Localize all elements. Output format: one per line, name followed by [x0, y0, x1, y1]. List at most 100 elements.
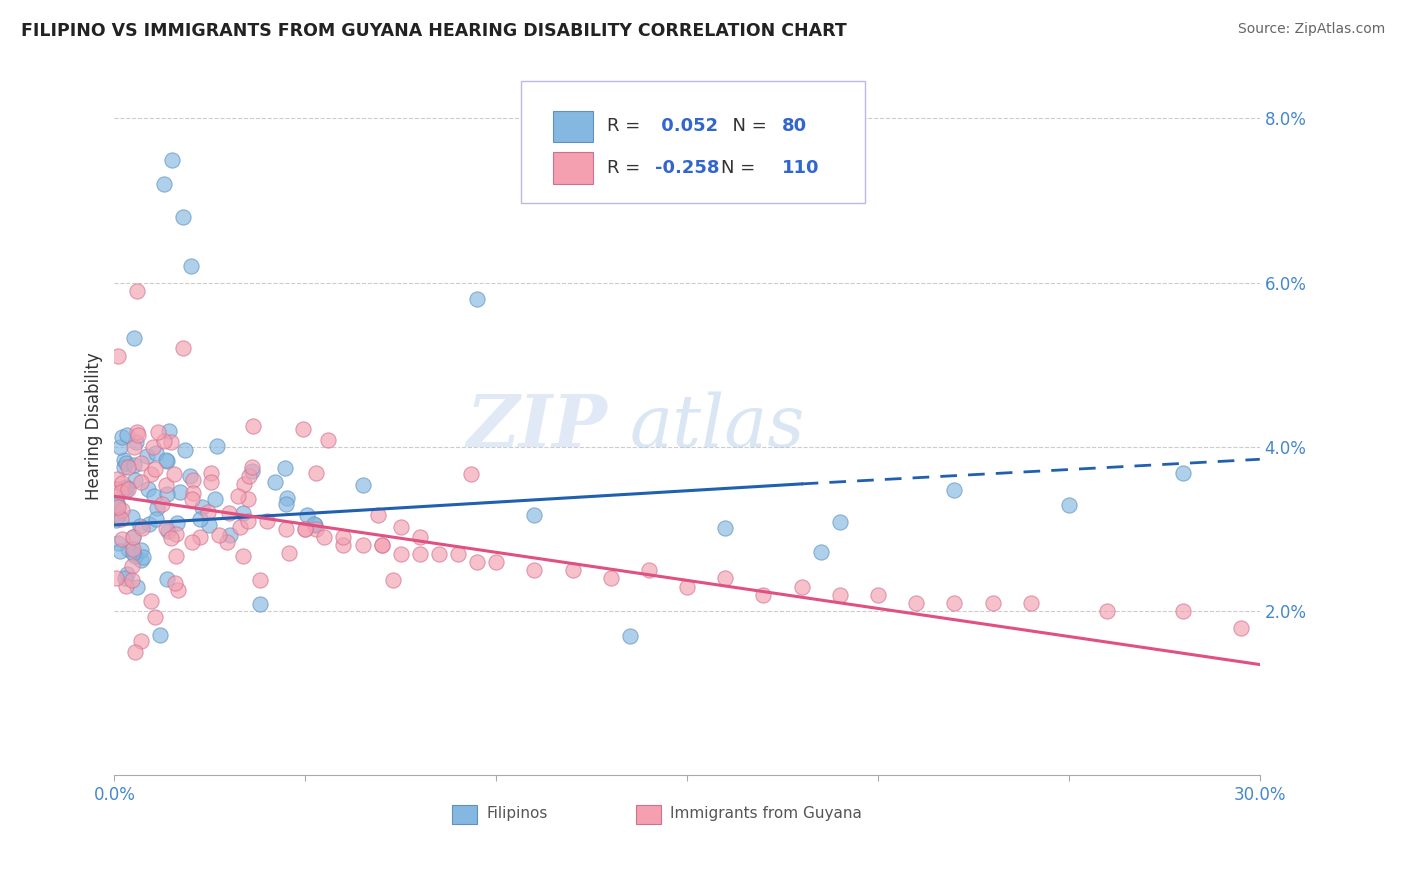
Point [352, 478, 374, 492]
Point [117, 541, 139, 556]
Point [121, 510, 143, 524]
Point [153, 434, 176, 448]
Point [135, 450, 157, 464]
Point [389, 547, 412, 561]
Point [427, 547, 450, 561]
Point [107, 349, 129, 363]
Point [249, 597, 271, 611]
Point [200, 475, 222, 490]
Point [145, 512, 167, 526]
Point [619, 629, 641, 643]
FancyBboxPatch shape [636, 805, 661, 824]
Point [146, 425, 169, 440]
Point [381, 574, 404, 588]
Text: Immigrants from Guyana: Immigrants from Guyana [669, 805, 862, 821]
Point [165, 576, 187, 591]
Point [125, 580, 148, 594]
Point [465, 555, 488, 569]
Point [124, 645, 146, 659]
Point [156, 572, 179, 586]
Point [1173, 466, 1195, 480]
Point [105, 513, 128, 527]
Point [143, 610, 166, 624]
Point [112, 460, 135, 475]
Point [242, 419, 264, 434]
Point [1019, 596, 1042, 610]
Point [810, 544, 832, 558]
Point [110, 512, 132, 526]
Point [218, 506, 240, 520]
Point [122, 530, 145, 544]
Point [110, 441, 132, 455]
Point [389, 520, 412, 534]
Point [943, 596, 966, 610]
Point [122, 458, 145, 473]
Text: FILIPINO VS IMMIGRANTS FROM GUYANA HEARING DISABILITY CORRELATION CHART: FILIPINO VS IMMIGRANTS FROM GUYANA HEARI… [21, 22, 846, 40]
Point [276, 497, 298, 511]
Point [676, 580, 699, 594]
Point [115, 567, 138, 582]
Point [197, 505, 219, 519]
Point [183, 473, 205, 487]
Point [292, 422, 315, 436]
Point [165, 526, 187, 541]
Point [156, 453, 179, 467]
Point [332, 539, 354, 553]
Point [294, 522, 316, 536]
Point [124, 473, 146, 487]
Point [160, 435, 183, 450]
Point [1057, 498, 1080, 512]
Point [215, 535, 238, 549]
Point [105, 496, 128, 510]
Point [278, 546, 301, 560]
Point [156, 524, 179, 538]
Point [828, 588, 851, 602]
Point [866, 588, 889, 602]
Point [131, 550, 153, 565]
Point [157, 424, 180, 438]
Point [165, 549, 187, 563]
Point [1229, 621, 1251, 635]
Point [332, 530, 354, 544]
Point [129, 633, 152, 648]
Point [218, 528, 240, 542]
Point [129, 553, 152, 567]
Point [198, 518, 221, 533]
Point [316, 433, 339, 447]
Point [180, 260, 202, 274]
Point [188, 530, 211, 544]
Point [122, 441, 145, 455]
Point [124, 549, 146, 563]
Text: ZIP: ZIP [465, 391, 607, 462]
Point [264, 475, 287, 489]
Point [276, 491, 298, 505]
Point [166, 516, 188, 530]
Point [943, 483, 966, 498]
Point [111, 430, 134, 444]
Point [172, 210, 194, 224]
Point [150, 497, 173, 511]
Point [145, 446, 167, 460]
Point [146, 501, 169, 516]
Point [142, 489, 165, 503]
Point [447, 547, 470, 561]
Point [111, 481, 134, 495]
Point [179, 468, 201, 483]
Point [153, 177, 176, 191]
Text: Source: ZipAtlas.com: Source: ZipAtlas.com [1237, 22, 1385, 37]
Point [129, 542, 152, 557]
Point [191, 500, 214, 515]
Point [304, 517, 326, 532]
Point [181, 534, 204, 549]
Point [117, 482, 139, 496]
Point [112, 453, 135, 467]
Point [485, 555, 508, 569]
Point [139, 467, 162, 481]
Point [714, 571, 737, 585]
Text: R =: R = [607, 159, 645, 178]
Point [136, 482, 159, 496]
Point [128, 518, 150, 533]
Point [294, 522, 316, 536]
Point [155, 453, 177, 467]
Point [115, 428, 138, 442]
